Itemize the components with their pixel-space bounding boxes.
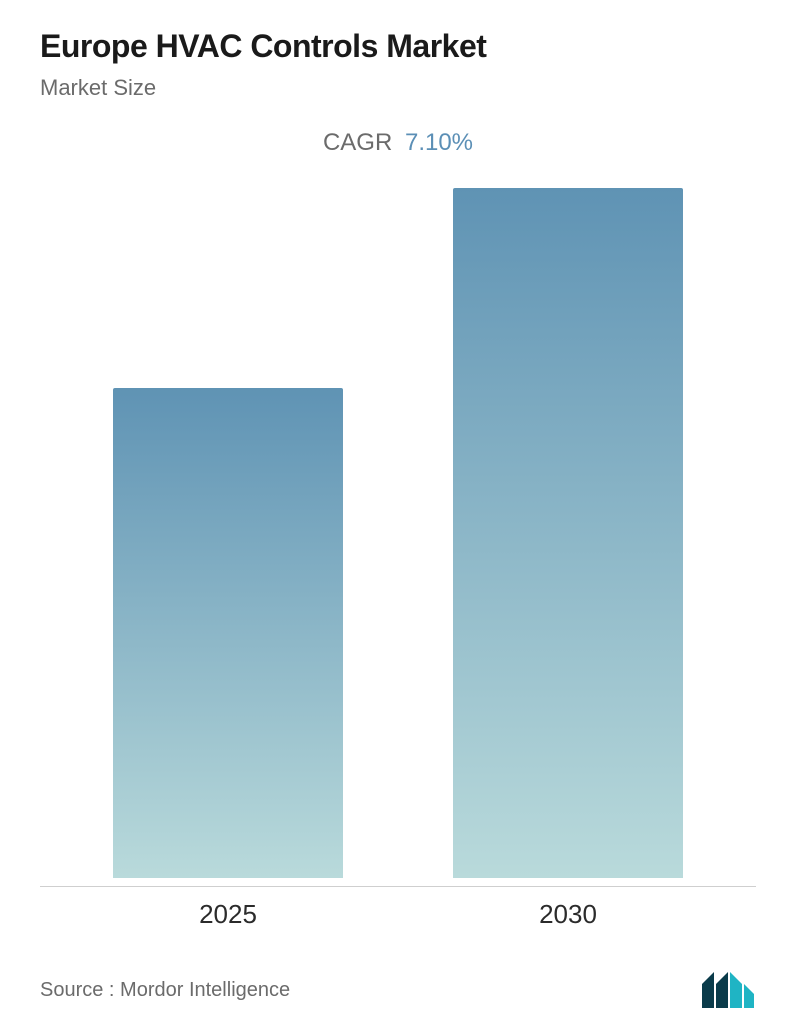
x-axis-line [40, 886, 756, 887]
page-title: Europe HVAC Controls Market [40, 28, 756, 65]
bar-group [113, 388, 343, 878]
x-axis-label: 2025 [113, 899, 343, 930]
x-axis-labels: 2025 2030 [40, 899, 756, 930]
chart-plot-area [40, 177, 756, 886]
bar [453, 188, 683, 878]
brand-logo-icon [700, 970, 756, 1010]
chart-footer: Source : Mordor Intelligence [40, 970, 756, 1034]
source-text: Source : Mordor Intelligence [40, 979, 290, 1002]
bar-group [453, 188, 683, 878]
cagr-row: CAGR 7.10% [40, 129, 756, 157]
page-subtitle: Market Size [40, 75, 756, 101]
chart-container: Europe HVAC Controls Market Market Size … [0, 0, 796, 1034]
bar [113, 388, 343, 878]
cagr-label: CAGR [323, 129, 392, 156]
x-axis-label: 2030 [453, 899, 683, 930]
cagr-value: 7.10% [405, 129, 473, 156]
